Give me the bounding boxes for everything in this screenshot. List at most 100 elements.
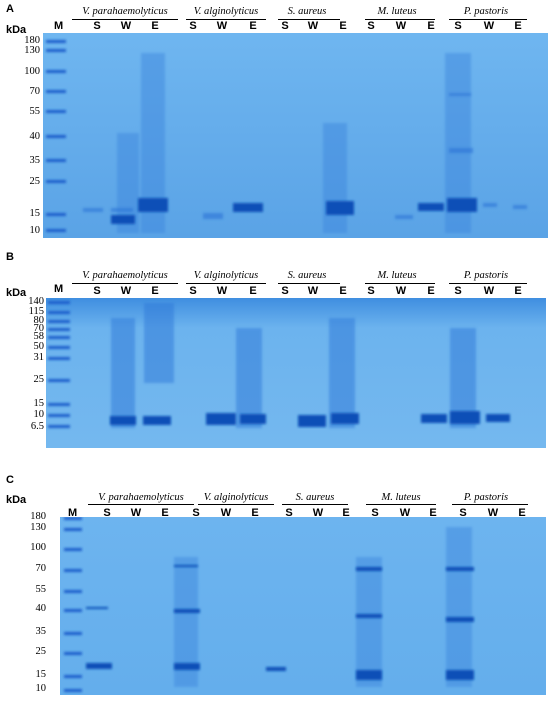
species-label: V. alginolyticus [193,6,259,17]
lane-label-w: W [483,285,495,297]
lane-label-s: S [103,507,111,519]
lane-label-w: W [399,507,411,519]
lane-label-w: W [120,285,132,297]
marker-size-label: 35 [29,155,41,166]
species-label: V. parahaemolyticus [82,270,168,281]
lane-label-w: W [312,507,324,519]
marker-size-label: 15 [35,669,47,680]
species-underline [72,283,178,284]
lane-label-w: W [307,20,319,32]
marker-size-label: 100 [24,66,40,77]
marker-size-label: 10 [35,683,47,694]
marker-size-label: 70 [29,86,41,97]
marker-lane-label: M [54,20,64,32]
species-label: V. alginolyticus [203,492,269,503]
species-label: P. pastoris [463,6,509,17]
marker-size-label: 55 [29,106,41,117]
species-label: S. aureus [287,6,327,17]
marker-size-label: 15 [33,398,45,409]
lane-label-s: S [367,285,375,297]
lane-label-w: W [395,20,407,32]
panel-b: B kDa M V. parahaemolyticus V. alginolyt… [0,240,550,470]
species-underline [88,504,194,505]
lane-label-e: E [429,507,437,519]
lane-label-e: E [339,20,347,32]
marker-size-label: 55 [35,584,47,595]
marker-size-label: 6.5 [30,421,44,432]
species-label: P. pastoris [463,492,509,503]
gel-image-b [46,298,546,448]
marker-size-label: 130 [24,45,40,56]
lane-label-s: S [93,285,101,297]
species-underline [186,283,266,284]
marker-size-label: 180 [30,511,46,522]
marker-size-label: 70 [35,563,47,574]
species-underline [282,504,348,505]
kda-label: kDa [6,494,27,506]
species-underline [365,19,435,20]
marker-size-label: 15 [29,208,41,219]
panel-c: C kDa M V. parahaemolyticus V. alginolyt… [0,470,550,714]
lane-label-w: W [483,20,495,32]
panel-letter: C [6,474,14,486]
marker-lane-label: M [68,507,78,519]
lane-label-s: S [285,507,293,519]
species-label: V. parahaemolyticus [82,6,168,17]
marker-size-label: 35 [35,626,47,637]
lane-label-e: E [427,285,435,297]
species-label: V. alginolyticus [193,270,259,281]
marker-lane-label: M [54,283,64,295]
species-underline [278,19,340,20]
lane-label-s: S [459,507,467,519]
lane-label-s: S [454,285,462,297]
lane-label-e: E [518,507,526,519]
lane-label-e: E [427,20,435,32]
species-underline [186,19,266,20]
gel-image-a [43,33,548,238]
marker-size-label: 40 [35,603,47,614]
marker-size-label: 25 [33,374,45,385]
marker-size-label: 115 [28,306,44,317]
marker-size-label: 58 [33,331,45,342]
lane-label-e: E [251,507,259,519]
lane-label-e: E [342,507,350,519]
lane-label-e: E [161,507,169,519]
lane-label-e: E [151,285,159,297]
species-label: V. parahaemolyticus [98,492,184,503]
marker-size-label: 100 [30,542,46,553]
species-underline [72,19,178,20]
lane-label-w: W [395,285,407,297]
lane-label-e: E [514,285,522,297]
marker-size-label: 10 [29,225,41,236]
species-label: P. pastoris [463,270,509,281]
marker-size-label: 80 [33,315,45,326]
marker-size-label: 70 [33,323,45,334]
lane-label-s: S [281,20,289,32]
lane-label-e: E [249,20,257,32]
lane-label-s: S [189,20,197,32]
marker-size-label: 140 [28,296,44,307]
panel-letter: B [6,251,14,263]
gel-image-c [60,517,546,695]
lane-label-w: W [307,285,319,297]
lane-label-w: W [487,507,499,519]
species-underline [366,504,436,505]
species-underline [278,283,340,284]
lane-label-s: S [454,20,462,32]
lane-label-s: S [371,507,379,519]
marker-size-label: 31 [33,352,45,363]
marker-size-label: 10 [33,409,45,420]
panel-a: A kDa M V. parahaemolyticus V. alginolyt… [0,0,550,240]
species-underline [365,283,435,284]
marker-size-label: 25 [29,176,41,187]
marker-size-label: 180 [24,35,40,46]
marker-size-label: 40 [29,131,41,142]
lane-label-s: S [93,20,101,32]
lane-label-w: W [216,20,228,32]
species-label: M. luteus [381,492,421,503]
kda-label: kDa [6,287,27,299]
panel-letter: A [6,3,14,15]
lane-label-s: S [189,285,197,297]
lane-label-e: E [151,20,159,32]
lane-label-e: E [339,285,347,297]
